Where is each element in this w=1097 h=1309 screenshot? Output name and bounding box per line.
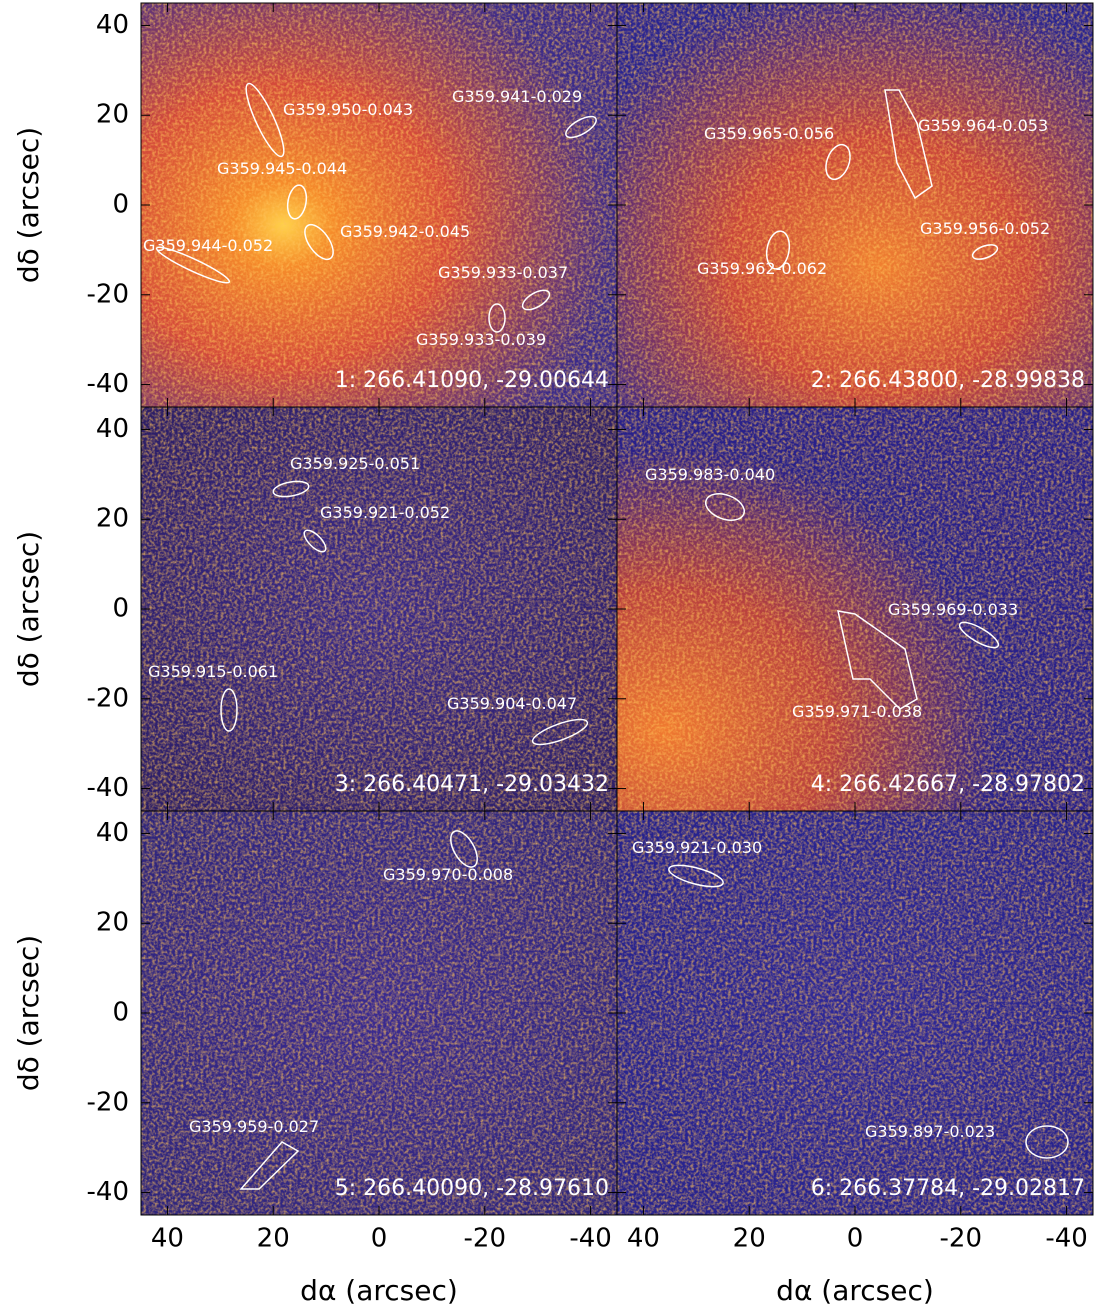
panel: 40 20 0 -20 -40 G359.921-0.030 G359.897-0.023 6… <box>616 810 1094 1254</box>
source-region <box>450 830 478 868</box>
source-region <box>304 223 334 261</box>
x-axis-label: dα (arcsec) <box>776 1274 934 1307</box>
source-region <box>220 688 238 732</box>
source-region <box>971 244 999 260</box>
panel-title: 4: 266.42667, -28.97802 <box>811 772 1085 797</box>
x-tick-label: 40 <box>151 1224 184 1254</box>
y-tick-label: 40 <box>96 414 129 444</box>
y-tick-label: 0 <box>112 594 129 624</box>
x-tick-label: -40 <box>1045 1224 1087 1254</box>
source-label: G359.970-0.008 <box>383 865 513 884</box>
source-region <box>825 143 851 181</box>
source-region <box>239 1141 300 1190</box>
source-region <box>155 246 231 284</box>
panel: -40 -20 0 20 40 G359.925-0.051 G359.921-0.052 G… <box>87 406 618 812</box>
panel-title: 2: 266.43800, -28.99838 <box>811 368 1085 393</box>
source-region <box>668 864 724 888</box>
source-region <box>565 115 597 139</box>
y-axis-label: dδ (arcsec) <box>12 935 45 1091</box>
y-tick-label: -40 <box>87 1177 129 1207</box>
y-tick-label: -40 <box>87 369 129 399</box>
source-label: G359.959-0.027 <box>189 1117 319 1136</box>
source-region <box>488 303 506 333</box>
source-region <box>531 718 589 746</box>
source-label: G359.925-0.051 <box>290 454 420 473</box>
panel-title: 5: 266.40090, -28.97610 <box>335 1176 609 1201</box>
source-region <box>272 480 310 498</box>
source-label: G359.945-0.044 <box>217 159 347 178</box>
source-label: G359.933-0.039 <box>416 330 546 349</box>
panel-title: 3: 266.40471, -29.03432 <box>335 772 609 797</box>
panel-noise <box>617 3 1093 407</box>
y-tick-label: -20 <box>87 279 129 309</box>
y-tick-label: 40 <box>96 818 129 848</box>
panel-title: 1: 266.41090, -29.00644 <box>335 368 609 393</box>
source-region <box>286 184 308 220</box>
y-axis-label: dδ (arcsec) <box>12 127 45 283</box>
y-tick-label: -40 <box>87 773 129 803</box>
source-label: G359.915-0.061 <box>148 662 278 681</box>
source-region <box>765 230 791 270</box>
source-region <box>1025 1125 1069 1159</box>
source-label: G359.904-0.047 <box>447 694 577 713</box>
source-label: G359.921-0.030 <box>632 838 762 857</box>
y-tick-label: 40 <box>96 10 129 40</box>
panel-noise <box>141 3 617 407</box>
source-label: G359.964-0.053 <box>918 116 1048 135</box>
x-tick-label: -20 <box>464 1224 506 1254</box>
y-tick-label: -20 <box>87 683 129 713</box>
y-tick-label: 20 <box>96 504 129 534</box>
x-tick-label: 0 <box>371 1224 388 1254</box>
source-label: G359.942-0.045 <box>340 222 470 241</box>
source-region <box>521 289 551 311</box>
panel-noise <box>141 811 617 1215</box>
x-tick-label: 20 <box>257 1224 290 1254</box>
source-label: G359.897-0.023 <box>865 1122 995 1141</box>
y-tick-label: -20 <box>87 1087 129 1117</box>
panel: 40 20 0 -20 -40 -40 -20 0 20 40 G359.970-0.008 G359… <box>87 810 618 1254</box>
source-label: G359.969-0.033 <box>888 600 1018 619</box>
x-axis-label: dα (arcsec) <box>300 1274 458 1307</box>
y-tick-label: 0 <box>112 998 129 1028</box>
panel: G359.983-0.040 G359.969-0.033 G359.971-0.0… <box>616 406 1094 812</box>
source-label: G359.962-0.062 <box>697 259 827 278</box>
x-tick-label: 0 <box>847 1224 864 1254</box>
source-label: G359.971-0.038 <box>792 702 922 721</box>
panel-noise <box>617 811 1093 1215</box>
panel: G359.965-0.056 G359.964-0.053 G359.956-0.0… <box>616 2 1094 408</box>
source-region <box>958 621 1000 649</box>
source-label: G359.933-0.037 <box>438 263 568 282</box>
y-tick-label: 0 <box>112 190 129 220</box>
source-label: G359.956-0.052 <box>920 219 1050 238</box>
x-tick-label: -20 <box>940 1224 982 1254</box>
source-label: G359.941-0.029 <box>452 87 582 106</box>
source-region <box>245 82 285 158</box>
panel-noise <box>617 407 1093 811</box>
source-label: G359.965-0.056 <box>704 124 834 143</box>
y-axis-label: dδ (arcsec) <box>12 531 45 687</box>
source-region <box>705 493 745 521</box>
source-label: G359.950-0.043 <box>283 100 413 119</box>
panel: -40 -20 0 20 40 G359.950-0.043 G359.941-0.029 G… <box>87 2 618 408</box>
source-region <box>884 89 933 200</box>
panel-title: 6: 266.37784, -29.02817 <box>811 1176 1085 1201</box>
y-tick-label: 20 <box>96 908 129 938</box>
source-label: G359.921-0.052 <box>320 503 450 522</box>
source-region <box>303 529 327 553</box>
source-label: G359.983-0.040 <box>645 465 775 484</box>
y-tick-label: 20 <box>96 100 129 130</box>
x-tick-label: 40 <box>627 1224 660 1254</box>
source-region <box>837 610 918 710</box>
x-tick-label: -40 <box>569 1224 611 1254</box>
source-label: G359.944-0.052 <box>143 236 273 255</box>
x-tick-label: 20 <box>733 1224 766 1254</box>
